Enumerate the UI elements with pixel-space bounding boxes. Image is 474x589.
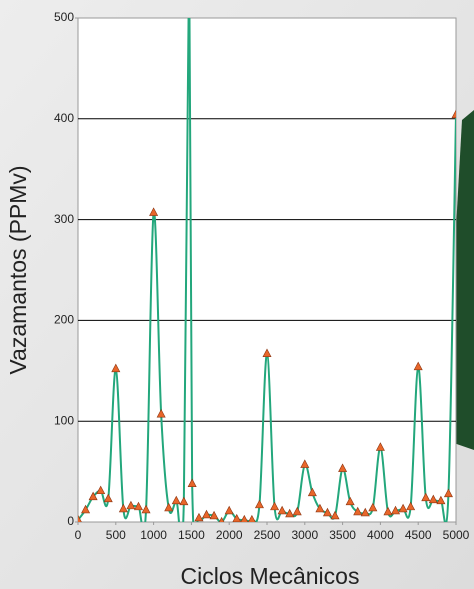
data-marker xyxy=(232,513,242,522)
x-tick-label: 2500 xyxy=(254,528,281,542)
x-tick-label: 4500 xyxy=(405,528,432,542)
data-marker xyxy=(277,505,287,515)
data-marker xyxy=(149,207,159,216)
data-marker xyxy=(171,495,181,505)
data-marker xyxy=(322,507,332,517)
data-marker xyxy=(338,463,348,472)
plot-area xyxy=(77,17,457,523)
x-tick-label: 2000 xyxy=(216,528,243,542)
data-marker xyxy=(194,512,204,522)
y-tick-label: 100 xyxy=(54,413,74,427)
data-marker xyxy=(209,510,219,520)
data-marker xyxy=(375,442,385,451)
data-marker xyxy=(164,502,174,512)
data-marker xyxy=(126,500,136,510)
data-marker xyxy=(383,506,393,516)
data-marker xyxy=(254,499,264,509)
data-marker xyxy=(103,493,113,503)
data-marker xyxy=(141,504,151,514)
plot-layer xyxy=(78,18,456,522)
data-marker xyxy=(443,488,453,498)
y-tick-label: 500 xyxy=(54,10,74,24)
data-marker xyxy=(307,487,317,497)
data-marker xyxy=(398,503,408,513)
y-tick-label: 400 xyxy=(54,111,74,125)
data-marker xyxy=(330,510,340,520)
data-marker xyxy=(118,503,128,513)
data-marker xyxy=(360,507,370,517)
data-marker xyxy=(391,505,401,515)
data-marker xyxy=(436,495,446,505)
data-marker xyxy=(156,409,166,418)
x-tick-label: 1000 xyxy=(140,528,167,542)
x-tick-label: 4000 xyxy=(367,528,394,542)
data-marker xyxy=(88,491,98,501)
data-marker xyxy=(187,478,197,487)
data-marker xyxy=(406,501,416,511)
data-marker xyxy=(218,516,225,522)
data-marker xyxy=(300,459,310,468)
data-marker xyxy=(285,508,295,518)
data-marker xyxy=(202,509,212,519)
data-marker xyxy=(421,492,431,502)
data-marker xyxy=(78,514,82,522)
data-marker xyxy=(133,501,143,511)
data-marker xyxy=(451,109,456,119)
x-tick-label: 500 xyxy=(106,528,126,542)
data-marker xyxy=(428,494,438,504)
x-tick-label: 3000 xyxy=(291,528,318,542)
y-tick-label: 200 xyxy=(54,313,74,327)
data-marker xyxy=(81,504,91,514)
data-marker xyxy=(368,502,378,512)
data-marker xyxy=(270,501,280,511)
data-marker xyxy=(96,485,106,495)
data-marker xyxy=(111,363,121,373)
x-tick-label: 3500 xyxy=(329,528,356,542)
y-tick-label: 0 xyxy=(67,514,74,528)
y-tick-label: 300 xyxy=(54,212,74,226)
data-marker xyxy=(179,496,189,506)
x-tick-label: 5000 xyxy=(443,528,470,542)
data-marker xyxy=(345,496,355,506)
data-marker xyxy=(315,503,325,513)
x-tick-label: 0 xyxy=(75,528,82,542)
data-marker xyxy=(240,514,249,522)
y-axis-title: Vazamantos (PPMv) xyxy=(5,165,31,374)
data-marker xyxy=(224,505,234,515)
data-marker xyxy=(292,506,302,516)
data-marker xyxy=(413,361,423,371)
data-marker xyxy=(248,514,256,522)
x-tick-label: 1500 xyxy=(178,528,205,542)
x-axis-title: Ciclos Mecânicos xyxy=(181,563,360,589)
data-marker xyxy=(353,506,363,516)
data-marker xyxy=(262,348,272,357)
